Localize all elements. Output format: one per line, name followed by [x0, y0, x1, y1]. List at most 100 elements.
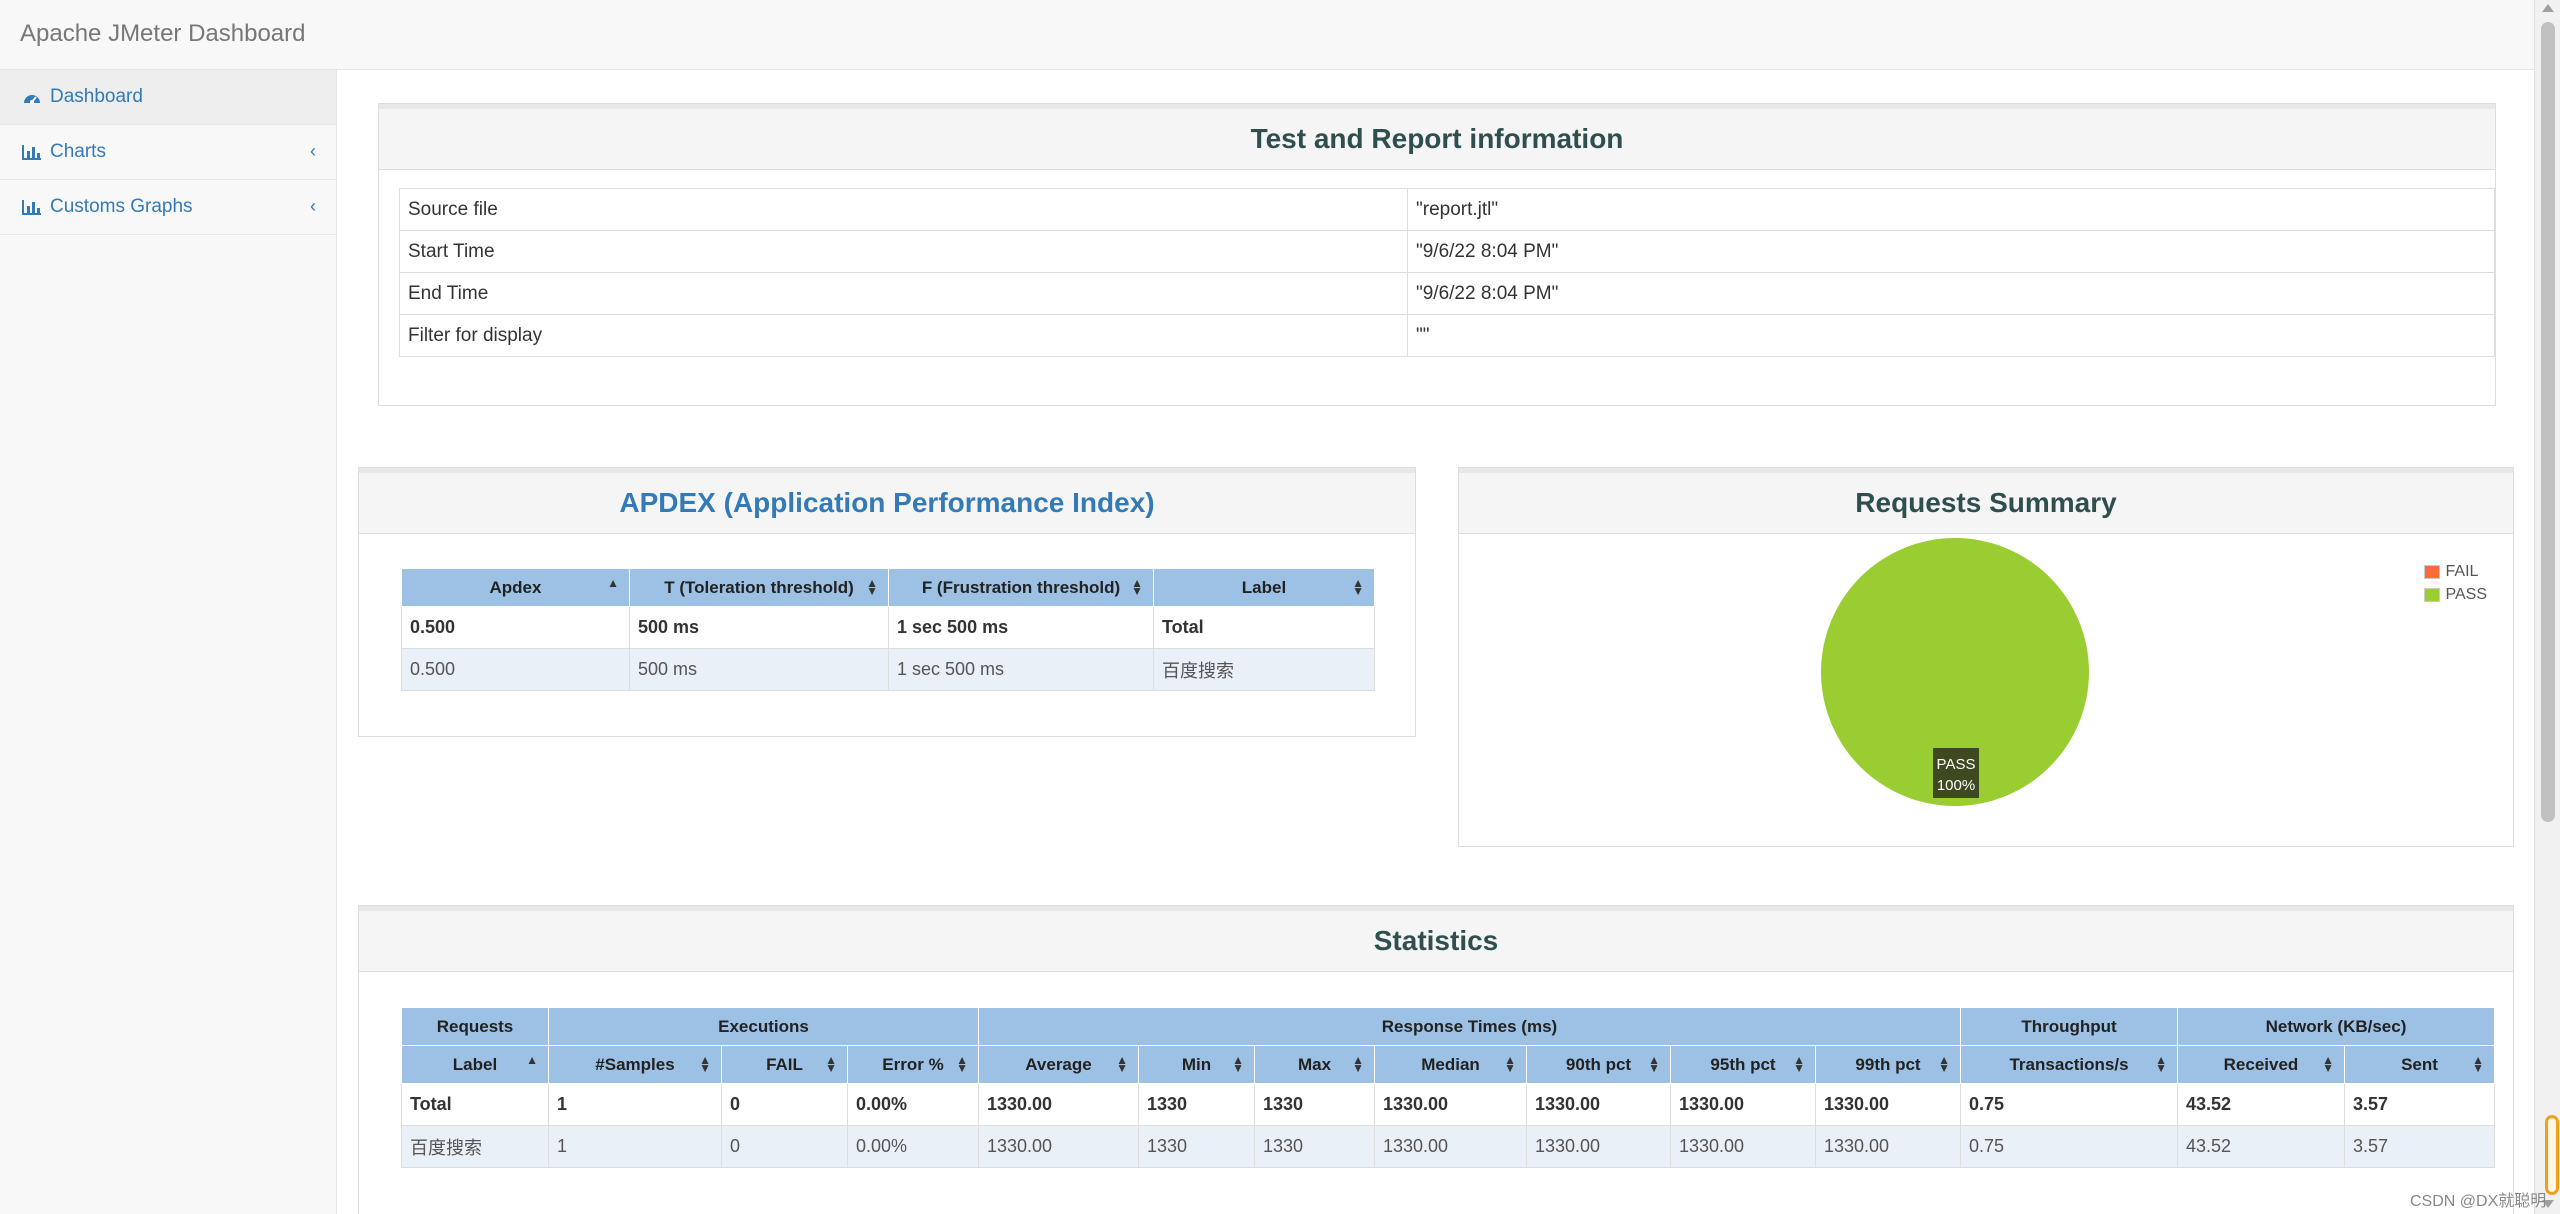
sort-icon[interactable]: ▲ ▼	[1793, 1053, 1805, 1075]
sort-icon[interactable]: ▲ ▼	[2472, 1053, 2484, 1075]
cell: 1330	[1254, 1125, 1375, 1168]
bar-chart-icon	[22, 145, 41, 160]
table-row: Filter for display ""	[399, 314, 2495, 357]
sidebar: Dashboard Charts ‹ Customs Graphs ‹	[0, 70, 337, 1214]
cell: 1330	[1254, 1083, 1375, 1126]
sidebar-item-label: Charts	[50, 141, 106, 162]
vertical-scrollbar[interactable]	[2534, 0, 2560, 1214]
column-header[interactable]: Median ▲ ▼	[1374, 1045, 1527, 1084]
sort-icon[interactable]: ▲ ▼	[866, 576, 878, 598]
sort-icon[interactable]: ▲ ▼	[1232, 1053, 1244, 1075]
info-key: Filter for display	[399, 314, 1408, 357]
sort-icon[interactable]: ▲ ▼	[1116, 1053, 1128, 1075]
sidebar-item-label: Dashboard	[50, 86, 143, 107]
sort-icon[interactable]: ▲ ▼	[699, 1053, 711, 1075]
sidebar-item-dashboard[interactable]: Dashboard	[0, 70, 336, 125]
cell: 0	[721, 1125, 848, 1168]
column-header[interactable]: Max ▲ ▼	[1254, 1045, 1375, 1084]
scrollbar-thumb[interactable]	[2541, 22, 2555, 822]
statistics-panel: Statistics Requests Executions Response …	[358, 905, 2514, 1214]
header-row: Apdex ▲ T (Toleration threshold) ▲ ▼ F (Fru…	[401, 568, 1375, 607]
cell: 1330.00	[1374, 1125, 1527, 1168]
sidebar-item-customs-graphs[interactable]: Customs Graphs ‹	[0, 180, 336, 235]
group-header: Network (KB/sec)	[2177, 1007, 2495, 1046]
column-header[interactable]: 90th pct ▲ ▼	[1526, 1045, 1671, 1084]
info-value: "9/6/22 8:04 PM"	[1407, 230, 2495, 273]
table-row: Total 1 0 0.00% 1330.00 1330 1330 1330.0…	[401, 1083, 2495, 1126]
table-row: 0.500 500 ms 1 sec 500 ms Total	[401, 606, 1375, 649]
legend-item-pass[interactable]: PASS	[2423, 583, 2487, 606]
header-row: Label ▲ #Samples ▲ ▼ FAIL ▲ ▼ Error % ▲ ▼ Avera…	[401, 1045, 2495, 1084]
legend-swatch	[2423, 587, 2440, 602]
cell: 1330.00	[1526, 1083, 1671, 1126]
requests-pie-chart: PASS 100%	[1821, 538, 2089, 806]
column-header[interactable]: Label ▲ ▼	[1153, 568, 1375, 607]
sort-asc-icon[interactable]: ▲	[607, 576, 619, 590]
cell: 1 sec 500 ms	[888, 648, 1154, 691]
group-header: Throughput	[1960, 1007, 2178, 1046]
cell: 1330.00	[1670, 1125, 1816, 1168]
panel-title: Test and Report information	[379, 104, 2495, 170]
cell: 1330.00	[1815, 1125, 1961, 1168]
chevron-left-icon[interactable]: ‹	[310, 141, 316, 161]
column-header[interactable]: Label ▲	[401, 1045, 549, 1084]
cell: 1330	[1138, 1083, 1255, 1126]
sort-icon[interactable]: ▲ ▼	[1938, 1053, 1950, 1075]
cell: 43.52	[2177, 1125, 2345, 1168]
sort-icon[interactable]: ▲ ▼	[956, 1053, 968, 1075]
sort-icon[interactable]: ▲ ▼	[1352, 1053, 1364, 1075]
cell: 500 ms	[629, 648, 889, 691]
panel-title: Requests Summary	[1459, 468, 2513, 534]
column-header[interactable]: F (Frustration threshold) ▲ ▼	[888, 568, 1154, 607]
test-info-panel: Test and Report information Source file …	[378, 103, 2496, 406]
brand-title[interactable]: Apache JMeter Dashboard	[20, 20, 306, 47]
sidebar-item-charts[interactable]: Charts ‹	[0, 125, 336, 180]
cell: 0.75	[1960, 1083, 2178, 1126]
column-header[interactable]: Average ▲ ▼	[978, 1045, 1139, 1084]
sort-icon[interactable]: ▲ ▼	[1352, 576, 1364, 598]
column-header[interactable]: Min ▲ ▼	[1138, 1045, 1255, 1084]
cell: 1 sec 500 ms	[888, 606, 1154, 649]
group-header: Executions	[548, 1007, 979, 1046]
cell: 1330.00	[978, 1083, 1139, 1126]
cell: 1330.00	[978, 1125, 1139, 1168]
column-header[interactable]: Transactions/s ▲ ▼	[1960, 1045, 2178, 1084]
column-header[interactable]: 95th pct ▲ ▼	[1670, 1045, 1816, 1084]
legend-label: FAIL	[2445, 562, 2479, 580]
cell: 0.75	[1960, 1125, 2178, 1168]
scroll-up-icon[interactable]	[2542, 4, 2554, 12]
table-row: 百度搜索 1 0 0.00% 1330.00 1330 1330 1330.00…	[401, 1125, 2495, 1168]
sort-icon[interactable]: ▲ ▼	[825, 1053, 837, 1075]
scroll-down-icon[interactable]	[2542, 1200, 2554, 1208]
pie-label-name: PASS	[1937, 756, 1976, 773]
column-header[interactable]: 99th pct ▲ ▼	[1815, 1045, 1961, 1084]
sort-asc-icon[interactable]: ▲	[526, 1053, 538, 1067]
sort-icon[interactable]: ▲ ▼	[1131, 576, 1143, 598]
sort-icon[interactable]: ▲ ▼	[1648, 1053, 1660, 1075]
column-header[interactable]: FAIL ▲ ▼	[721, 1045, 848, 1084]
sort-icon[interactable]: ▲ ▼	[2155, 1053, 2167, 1075]
pie-label-percent: 100%	[1937, 777, 1975, 794]
cell: 43.52	[2177, 1083, 2345, 1126]
column-header[interactable]: Received ▲ ▼	[2177, 1045, 2345, 1084]
chevron-left-icon[interactable]: ‹	[310, 196, 316, 216]
legend-item-fail[interactable]: FAIL	[2423, 560, 2488, 583]
pie-slice-pass[interactable]	[1821, 538, 2089, 806]
column-header[interactable]: #Samples ▲ ▼	[548, 1045, 722, 1084]
column-header[interactable]: Error % ▲ ▼	[847, 1045, 979, 1084]
statistics-table: Requests Executions Response Times (ms) …	[401, 1007, 2495, 1168]
column-header[interactable]: Sent ▲ ▼	[2344, 1045, 2495, 1084]
cell: 0	[721, 1083, 848, 1126]
floating-widget[interactable]	[2545, 1115, 2559, 1195]
cell: 1	[548, 1125, 722, 1168]
top-navbar: Apache JMeter Dashboard	[0, 0, 2534, 70]
sort-icon[interactable]: ▲ ▼	[2322, 1053, 2334, 1075]
info-key: Start Time	[399, 230, 1408, 273]
apdex-table: Apdex ▲ T (Toleration threshold) ▲ ▼ F (Fru…	[401, 568, 1375, 691]
column-header[interactable]: T (Toleration threshold) ▲ ▼	[629, 568, 889, 607]
cell: 0.500	[401, 648, 630, 691]
column-header[interactable]: Apdex ▲	[401, 568, 630, 607]
cell: 百度搜索	[401, 1125, 549, 1168]
panel-title[interactable]: APDEX (Application Performance Index)	[359, 468, 1415, 534]
sort-icon[interactable]: ▲ ▼	[1504, 1053, 1516, 1075]
